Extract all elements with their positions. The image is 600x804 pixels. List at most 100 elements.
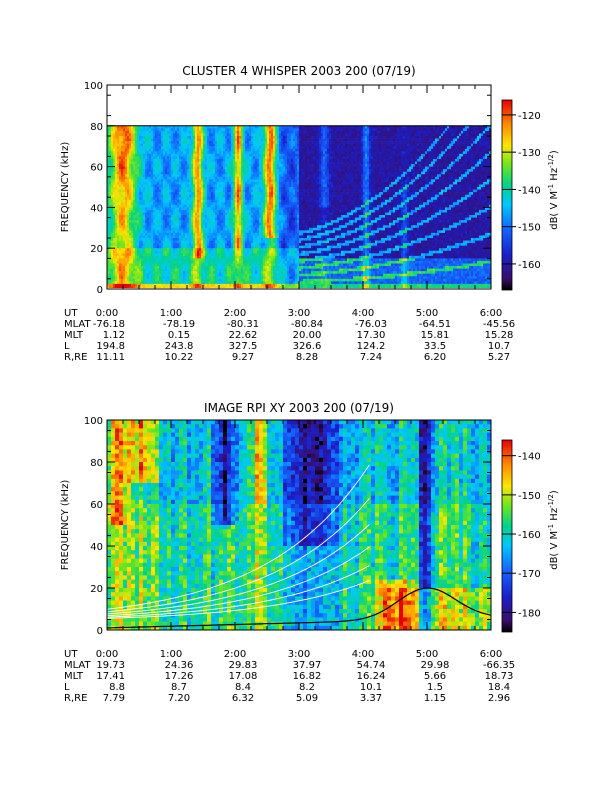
colorbar-tick-label: -150 [518,491,541,502]
ephemeris-row-label: MLT [64,671,84,682]
ephemeris-value: 17.26 [165,671,194,682]
ephemeris-value: 18.4 [488,682,510,693]
ephemeris-value: 124.2 [357,341,386,352]
ephemeris-value: 0:00 [96,649,118,660]
ephemeris-row-label: MLAT [64,660,91,671]
ephemeris-value: 15.81 [421,330,450,341]
ephemeris-value: 10.22 [165,352,194,363]
colorbar [502,440,512,632]
ephemeris-value: 5.09 [296,693,318,704]
y-tick-label: 80 [90,458,103,469]
ephemeris-value: 8.8 [109,682,125,693]
ephemeris-value: 194.8 [96,341,125,352]
ephemeris-value: 326.6 [293,341,322,352]
y-tick-label: 20 [90,244,103,255]
ephemeris-value: 3:00 [288,649,310,660]
colorbar-tick-label: -160 [518,530,541,541]
colorbar [502,100,512,290]
y-tick-label: 0 [97,626,103,637]
ephemeris-value: 19.73 [96,660,125,671]
ephemeris-value: 2:00 [224,308,246,319]
ephemeris-value: 2.96 [488,693,510,704]
ephemeris-value: 8.28 [296,352,318,363]
ephemeris-value: 54.74 [357,660,386,671]
panel-image-rpi: IMAGE RPI XY 2003 200 (07/19) 0204060801… [60,401,560,704]
ephemeris-value: 5:00 [416,308,438,319]
ephemeris-value: 6.32 [232,693,254,704]
ephemeris-value: 6.20 [424,352,446,363]
ephemeris-value: 17.41 [96,671,125,682]
ephemeris-value: 1.5 [427,682,443,693]
colorbar-label-sup1: -1 [547,524,555,531]
ephemeris-row-label: R,RE [64,352,87,363]
ephemeris-value: 6:00 [480,308,502,319]
ephemeris-value: -45.56 [483,319,515,330]
ephemeris-value: 2:00 [224,649,246,660]
ephemeris-row-label: UT [64,308,78,319]
ephemeris-value: 8.2 [299,682,315,693]
ephemeris-value: 0:00 [96,308,118,319]
ephemeris-row-label: R,RE [64,693,87,704]
y-tick-label: 40 [90,203,103,214]
ephemeris-value: 8.4 [235,682,251,693]
ephemeris-value: 9.27 [232,352,254,363]
ephemeris-value: 7.20 [168,693,190,704]
ephemeris-value: -76.18 [93,319,125,330]
ephemeris-row-label: L [64,341,70,352]
ephemeris-row-label: UT [64,649,78,660]
ephemeris-value: 29.83 [229,660,258,671]
colorbar-label: dB( V M-1 Hz-1/2) [547,490,560,570]
ephemeris-value: 22.62 [229,330,258,341]
ephemeris-value: 17.30 [357,330,386,341]
colorbar-label-end: ) [549,150,560,154]
y-tick-label: 40 [90,542,103,553]
ephemeris-value: 3:00 [288,308,310,319]
ephemeris-value: 7.79 [103,693,125,704]
colorbar-label-mid: Hz [549,508,560,524]
colorbar-tick-label: -150 [518,223,541,234]
colorbar-label-mid: Hz [549,168,560,184]
colorbar-label-main: dB( V M [549,531,560,570]
ephemeris-value: 17.08 [229,671,258,682]
ephemeris-value: 24.36 [165,660,194,671]
chart-title: CLUSTER 4 WHISPER 2003 200 (07/19) [182,64,415,78]
ephemeris-value: 20.00 [293,330,322,341]
ephemeris-value: 33.5 [424,341,446,352]
colorbar-label-sup2: -1/2 [547,494,555,508]
ephemeris-row-label: MLAT [64,319,91,330]
ephemeris-value: 7.24 [360,352,382,363]
ephemeris-value: -76.03 [355,319,387,330]
colorbar-tick-label: -140 [518,452,541,463]
spectrogram-cluster4 [107,126,491,290]
colorbar-label-sup2: -1/2 [547,154,555,168]
y-tick-label: 0 [97,285,103,296]
colorbar-label-end: ) [549,490,560,494]
y-axis-label: FREQUENCY (kHz) [60,142,71,233]
ephemeris-value: 4:00 [352,649,374,660]
colorbar-tick-label: -130 [518,148,541,159]
ephemeris-value: 1.15 [424,693,446,704]
ephemeris-value: 16.24 [357,671,386,682]
ephemeris-value: 16.82 [293,671,322,682]
ephemeris-value: -80.31 [227,319,259,330]
ephemeris-value: 1.12 [103,330,125,341]
ephemeris-value: 1:00 [160,649,182,660]
colorbar-label: dB( V M-1 Hz-1/2) [547,150,560,230]
colorbar-tick-label: -120 [518,111,541,122]
ephemeris-value: -80.84 [291,319,323,330]
ephemeris-value: -78.19 [163,319,195,330]
chart-title: IMAGE RPI XY 2003 200 (07/19) [204,401,394,415]
colorbar-tick-label: -140 [518,185,541,196]
ephemeris-value: 15.28 [485,330,514,341]
ephemeris-row-label: MLT [64,330,84,341]
ephemeris-value: -66.35 [483,660,515,671]
ephemeris-value: 18.73 [485,671,514,682]
y-tick-label: 100 [84,416,103,427]
ephemeris-value: 5:00 [416,649,438,660]
colorbar-tick-label: -160 [518,260,541,271]
ephemeris-value: 8.7 [171,682,187,693]
ephemeris-row-label: L [64,682,70,693]
